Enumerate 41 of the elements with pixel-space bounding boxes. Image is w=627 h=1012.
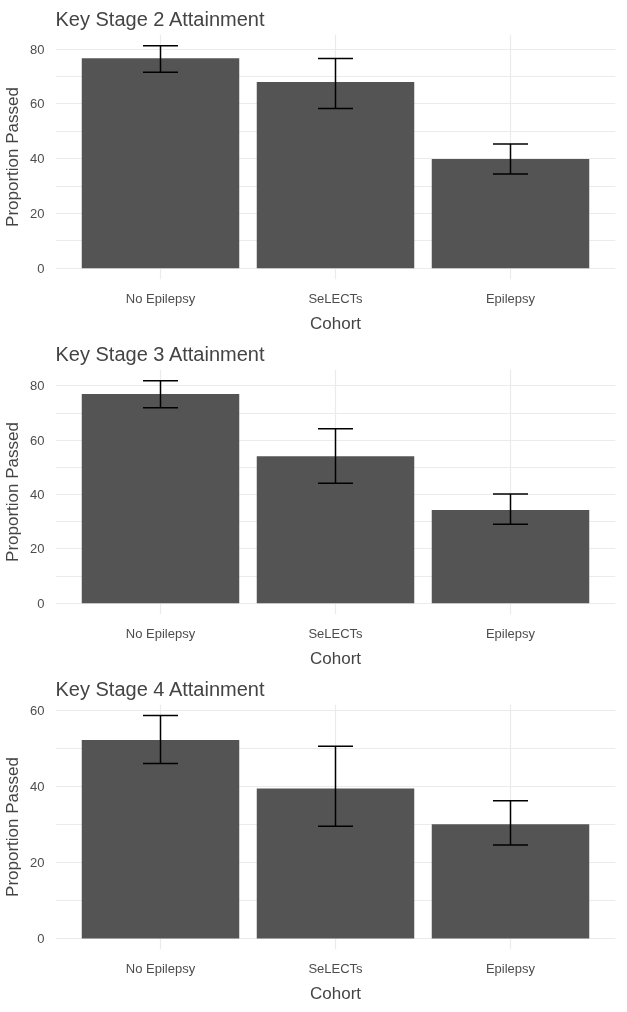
bar — [431, 510, 590, 604]
bar — [431, 824, 590, 939]
x-tick-label: No Epilepsy — [125, 290, 196, 306]
y-tick-label: 80 — [30, 41, 45, 57]
x-tick-label: Epilepsy — [485, 960, 536, 976]
y-tick-label: 60 — [30, 432, 45, 448]
x-axis-title: Cohort — [309, 983, 362, 1003]
chart-title: Key Stage 3 Attainment — [55, 342, 265, 365]
bar — [81, 393, 240, 604]
x-tick-label: No Epilepsy — [125, 625, 196, 641]
y-tick-label: 40 — [30, 487, 45, 503]
x-axis-title: Cohort — [309, 648, 362, 668]
y-tick-label: 60 — [30, 96, 45, 112]
bar — [81, 58, 240, 269]
y-axis-title: Proportion Passed — [3, 422, 23, 562]
y-tick-label: 80 — [30, 378, 45, 394]
y-axis-title: Proportion Passed — [3, 87, 23, 227]
x-tick-label: Epilepsy — [485, 290, 536, 306]
y-tick-label: 40 — [30, 778, 45, 794]
y-tick-label: 0 — [37, 260, 45, 276]
chart-title: Key Stage 2 Attainment — [55, 7, 265, 30]
y-tick-label: 20 — [30, 541, 45, 557]
x-tick-label: SeLECTs — [308, 625, 364, 641]
y-tick-label: 20 — [30, 854, 45, 870]
bar — [81, 739, 240, 939]
bar — [256, 81, 415, 269]
y-tick-label: 0 — [37, 595, 45, 611]
y-tick-label: 60 — [30, 702, 45, 718]
x-tick-label: SeLECTs — [308, 290, 364, 306]
bar — [256, 788, 415, 939]
bar — [256, 456, 415, 604]
y-axis-title: Proportion Passed — [3, 757, 23, 897]
x-tick-label: Epilepsy — [485, 625, 536, 641]
chart-title: Key Stage 4 Attainment — [55, 677, 265, 700]
y-tick-label: 40 — [30, 151, 45, 167]
y-tick-label: 0 — [37, 930, 45, 946]
x-tick-label: SeLECTs — [308, 960, 364, 976]
y-tick-label: 20 — [30, 205, 45, 221]
bar — [431, 158, 590, 269]
x-tick-label: No Epilepsy — [125, 960, 196, 976]
x-axis-title: Cohort — [309, 313, 362, 333]
